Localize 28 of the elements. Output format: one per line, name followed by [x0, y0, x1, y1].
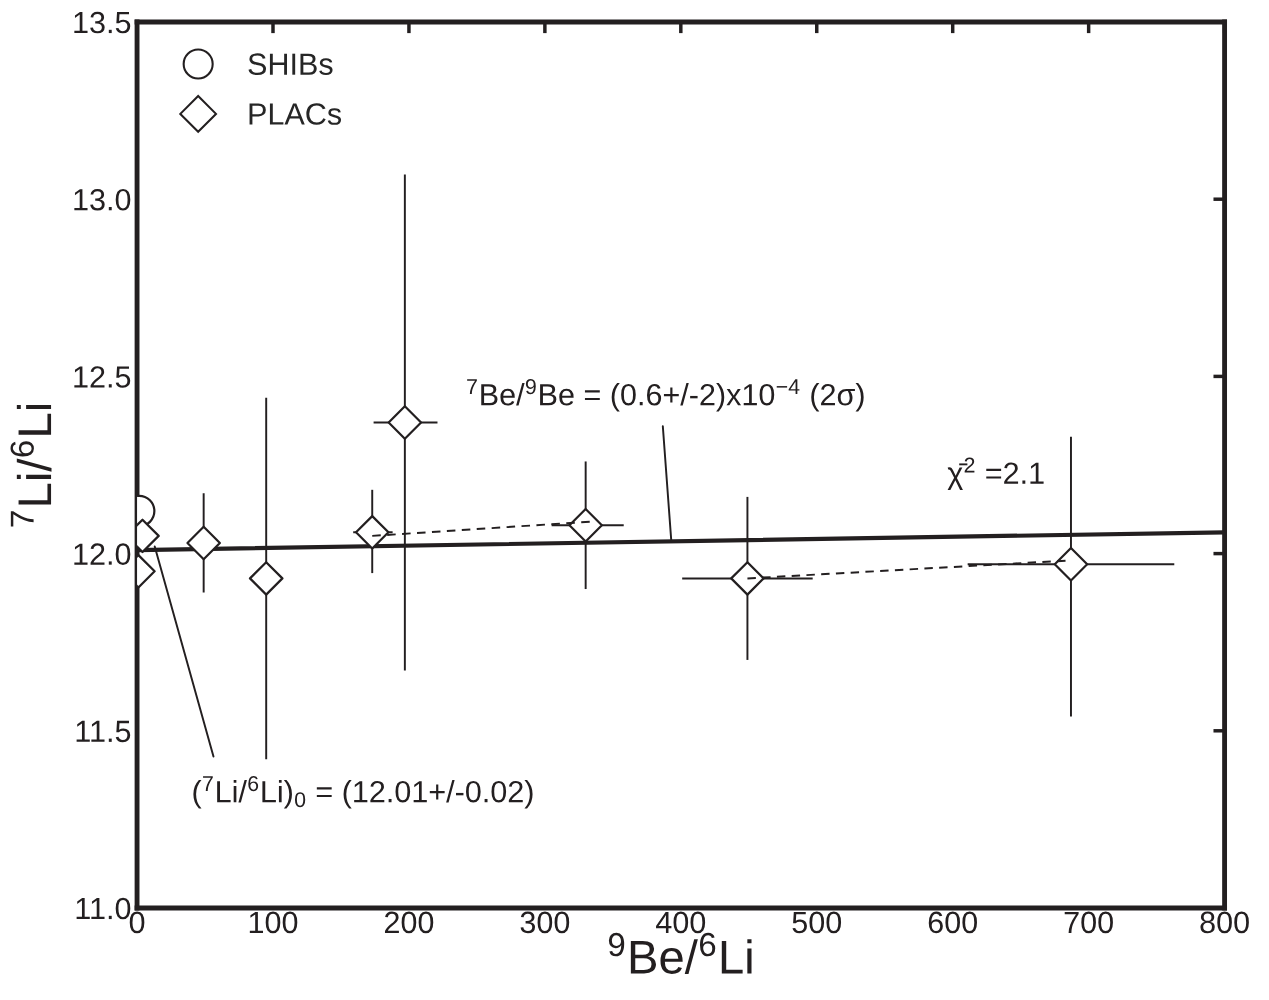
- y-tick-label: 11.0: [76, 897, 131, 920]
- x-tick-label: 300: [520, 911, 570, 934]
- y-tick-label: 12.0: [74, 543, 131, 565]
- legend-label: PLACs: [249, 103, 342, 125]
- x-tick-label: 500: [792, 911, 842, 934]
- annotation: χ̄$^{2}$ =2.1: [947, 457, 1044, 491]
- x-tick-label: 600: [928, 911, 977, 934]
- x-tick-label: 800: [1200, 911, 1249, 934]
- point: [387, 405, 423, 440]
- x-tick-label: 100: [249, 911, 298, 934]
- point: [1053, 546, 1089, 582]
- point: [186, 525, 221, 561]
- point: [248, 561, 284, 596]
- point: [354, 515, 390, 550]
- y-axis-title: $^{7}$Li/$^{6}$Li: [10, 404, 52, 527]
- y-tick-label: 13.5: [74, 11, 131, 34]
- legend-label: SHIBs: [248, 53, 333, 75]
- point: [568, 507, 603, 543]
- point: [730, 561, 765, 596]
- annotation: $^{7}$Be/$^{9}$Be = (0.6+/-2)x10$^{−4}$ (2σ): [467, 379, 864, 412]
- y-tick-label: 13.0: [74, 188, 131, 211]
- annotation: ($^{7}$Li/$^{6}$Li)$_{0}$ = (12.01+/-0.02): [193, 776, 533, 809]
- y-tick-label: 11.5: [76, 720, 131, 743]
- x-tick-label: 400: [656, 911, 706, 934]
- x-tick-label: 700: [1064, 911, 1113, 934]
- y-tick-label: 12.5: [74, 366, 131, 388]
- x-tick-label: 0: [129, 911, 145, 934]
- x-tick-label: 200: [384, 911, 434, 934]
